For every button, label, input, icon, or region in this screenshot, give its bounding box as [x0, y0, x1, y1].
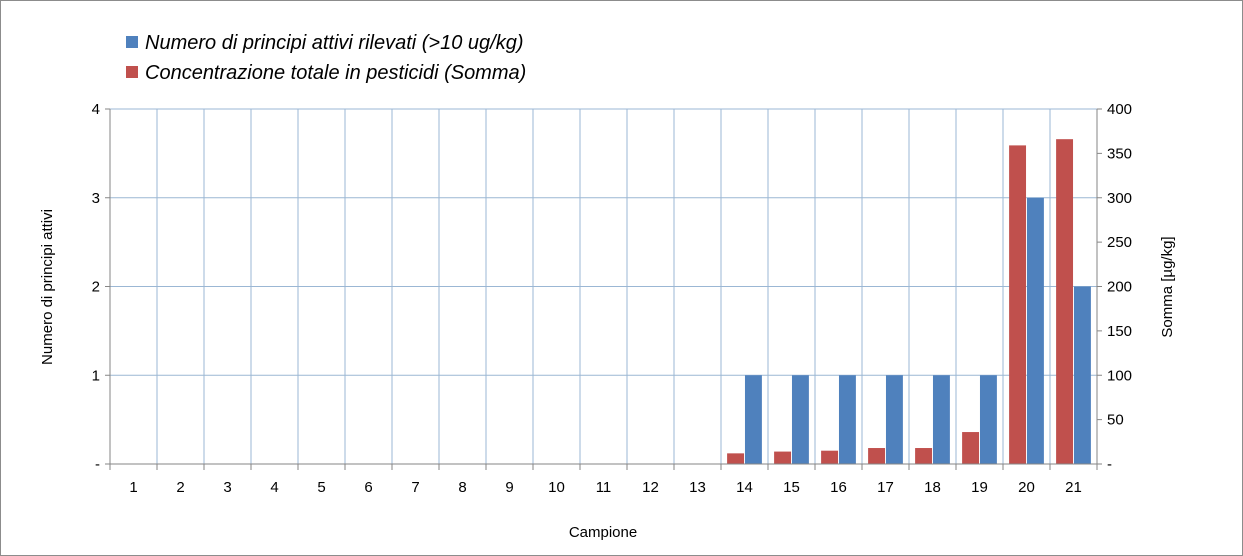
x-axis-title: Campione — [569, 524, 637, 541]
legend-label-series-2: Concentrazione totale in pesticidi (Somm… — [145, 62, 526, 84]
bar-series-2-cat-17 — [885, 375, 903, 464]
x-tick-label: 13 — [689, 479, 706, 496]
y-tick-label: 3 — [92, 190, 100, 207]
y2-tick-label: 300 — [1107, 190, 1132, 207]
x-tick-label: 16 — [830, 479, 847, 496]
y-tick-label: - — [95, 456, 100, 473]
bar-series-2-cat-21 — [1073, 286, 1091, 464]
y-tick-label: 1 — [92, 367, 100, 384]
x-tick-label: 6 — [364, 479, 372, 496]
y2-tick-label: 150 — [1107, 323, 1132, 340]
x-tick-label: 21 — [1065, 479, 1082, 496]
bar-series-2-cat-20 — [1026, 197, 1044, 464]
legend-swatch-series-1 — [126, 36, 138, 48]
x-tick-label: 14 — [736, 479, 753, 496]
bar-series-2-cat-14 — [744, 375, 762, 464]
x-tick-label: 7 — [411, 479, 419, 496]
x-tick-label: 1 — [129, 479, 137, 496]
y-tick-label: 4 — [92, 101, 100, 118]
bar-series-2-cat-18 — [932, 375, 950, 464]
bars — [727, 139, 1091, 465]
legend-label-series-1: Numero di principi attivi rilevati (>10 … — [145, 32, 524, 54]
y2-tick-label: 100 — [1107, 367, 1132, 384]
y2-tick-label: 250 — [1107, 234, 1132, 251]
x-tick-label: 3 — [223, 479, 231, 496]
bar-series-1-cat-21 — [1056, 139, 1074, 465]
axes — [105, 108, 1102, 470]
bar-series-1-cat-20 — [1009, 145, 1027, 464]
bar-series-1-cat-15 — [774, 451, 792, 464]
bar-series-1-cat-17 — [868, 448, 886, 464]
y-tick-label: 2 — [92, 279, 100, 296]
x-tick-label: 12 — [642, 479, 659, 496]
bar-series-1-cat-16 — [821, 450, 839, 464]
bar-series-2-cat-19 — [979, 375, 997, 464]
bar-series-1-cat-14 — [727, 453, 745, 464]
x-tick-label: 17 — [877, 479, 894, 496]
y2-tick-label: - — [1107, 456, 1112, 473]
x-tick-label: 10 — [548, 479, 565, 496]
x-tick-label: 18 — [924, 479, 941, 496]
bar-series-1-cat-18 — [915, 448, 933, 464]
x-tick-label: 11 — [596, 479, 612, 496]
bar-series-2-cat-16 — [838, 375, 856, 464]
x-tick-label: 9 — [505, 479, 513, 496]
legend-swatch-series-2 — [126, 66, 138, 78]
x-tick-label: 8 — [458, 479, 466, 496]
legend: Numero di principi attivi rilevati (>10 … — [126, 32, 526, 84]
bar-series-2-cat-15 — [791, 375, 809, 464]
y2-tick-label: 350 — [1107, 145, 1132, 162]
bar-series-1-cat-19 — [962, 432, 980, 464]
y2-axis-title: Somma [µg/kg] — [1159, 236, 1176, 337]
y2-tick-label: 400 — [1107, 101, 1132, 118]
x-tick-label: 4 — [270, 479, 278, 496]
y2-tick-label: 50 — [1107, 412, 1124, 429]
tick-labels: 1 2 3 4 5 6 7 8 9 10 11 12 13 14 15 16 17 18 19 20 21-1234-5… — [92, 101, 1132, 496]
x-tick-label: 19 — [971, 479, 988, 496]
x-tick-label: 5 — [317, 479, 325, 496]
x-tick-label: 15 — [783, 479, 800, 496]
x-tick-label: 2 — [176, 479, 184, 496]
y2-tick-label: 200 — [1107, 279, 1132, 296]
y-axis-title: Numero di principi attivi — [39, 209, 56, 365]
x-tick-label: 20 — [1018, 479, 1035, 496]
